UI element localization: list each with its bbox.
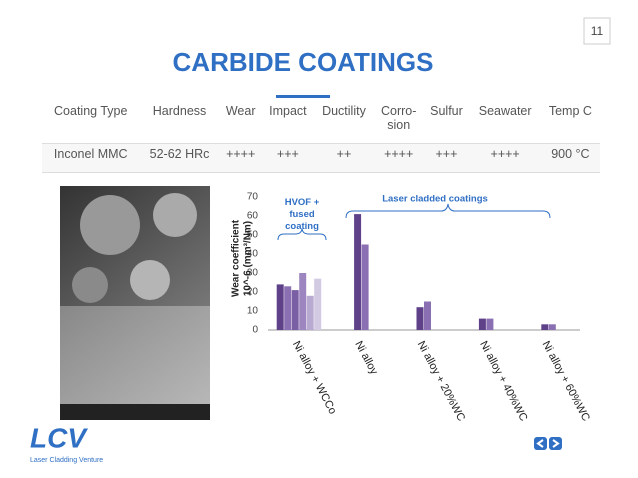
bar [486, 318, 494, 330]
table-cell: Coating Type [42, 101, 140, 144]
table-cell: Hardness [139, 101, 220, 144]
brace [345, 203, 551, 219]
bar [361, 244, 369, 330]
table-cell: +++ [423, 143, 470, 173]
x-tick-label: Ni alloy + 40%WC [477, 339, 529, 423]
bar [354, 214, 362, 330]
table-cell: Temp C [540, 101, 600, 144]
table-cell: ++++ [469, 143, 541, 173]
y-axis-label: 10^-6 (mm³/Nm) [243, 221, 254, 296]
bar [299, 273, 307, 330]
prev-icon [536, 439, 544, 448]
table-cell: Sulfur [423, 101, 470, 144]
bar [548, 324, 556, 330]
bar [541, 324, 549, 330]
table-cell: 52-62 HRc [139, 143, 220, 173]
y-tick-label: 40 [247, 249, 259, 260]
table-cell: ++ [313, 143, 374, 173]
table-cell: Impact [261, 101, 314, 144]
logo-tagline: Laser Cladding Venture [30, 457, 103, 464]
bar [306, 295, 314, 330]
y-tick-label: 60 [247, 211, 259, 222]
table-cell: Seawater [469, 101, 541, 144]
y-tick-label: 10 [247, 306, 259, 317]
bar [276, 284, 284, 330]
table-cell: +++ [261, 143, 314, 173]
logo-mark: LCV [30, 422, 88, 453]
table-header: Coating Type Hardness Wear Impact Ductility C… [42, 101, 600, 144]
y-axis-label: Wear coefficient [231, 219, 242, 297]
table-cell: Corro- sion [373, 101, 424, 144]
x-tick-label: Ni alloy + WCCo [290, 339, 339, 416]
y-tick-label: 30 [247, 268, 259, 279]
particle [153, 193, 197, 237]
bar [314, 278, 322, 330]
brace [277, 228, 327, 241]
y-tick-label: 50 [247, 230, 259, 241]
micrograph-coating [60, 306, 210, 420]
page-number: 11 [591, 24, 604, 38]
table-cell: ++++ [373, 143, 424, 173]
bar [478, 318, 486, 330]
annotation: Laser cladded coatings [382, 194, 488, 205]
x-tick-label: Ni alloy + 20%WC [415, 339, 467, 423]
table-cell: Ductility [313, 101, 374, 144]
title-underline [276, 95, 330, 98]
bar [416, 307, 424, 330]
table-cell: ++++ [219, 143, 262, 173]
slide-title: CARBIDE COATINGS [173, 47, 434, 77]
y-tick-label: 0 [252, 325, 258, 336]
bar [424, 301, 431, 330]
y-tick-label: 70 [247, 192, 259, 203]
particle [80, 195, 140, 255]
bar [284, 286, 292, 330]
next-button[interactable] [549, 437, 562, 450]
table-row: Inconel MMC 52-62 HRc ++++ +++ ++ ++++ +++ ++++… [42, 143, 600, 173]
x-tick-label: Ni alloy + 60%WC [540, 339, 592, 423]
page-number-box [583, 17, 611, 45]
next-icon [552, 439, 560, 448]
particle [72, 267, 108, 303]
annotation: HVOF + fused coating [285, 197, 320, 232]
table-cell: Inconel MMC [42, 143, 140, 173]
properties-table: Coating Type Hardness Wear Impact Ductility C… [42, 101, 600, 173]
prev-button[interactable] [534, 437, 547, 450]
table-cell: 900 °C [540, 143, 600, 173]
x-tick-label: Ni alloy [352, 339, 380, 377]
micrograph-footer [60, 404, 210, 420]
particle [130, 260, 170, 300]
table-cell: Wear [219, 101, 262, 144]
bar [291, 290, 299, 330]
y-tick-label: 20 [247, 287, 259, 298]
